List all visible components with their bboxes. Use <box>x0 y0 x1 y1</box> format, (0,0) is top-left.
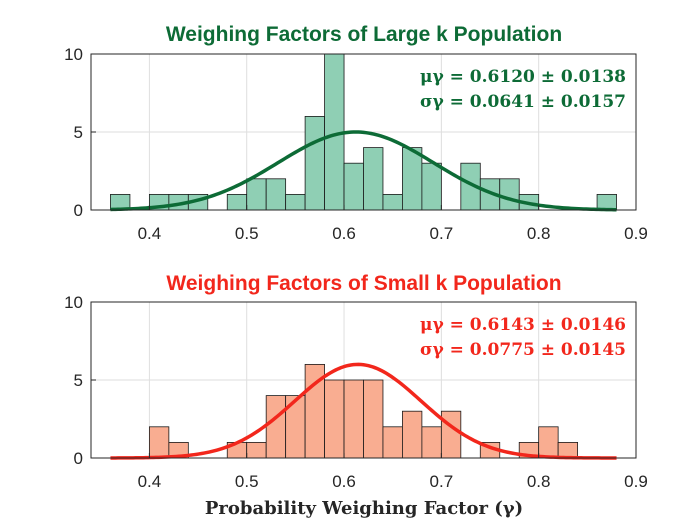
large-k-bar <box>402 147 423 211</box>
large-k-bar <box>226 193 248 211</box>
small-k-x-tick-label: 0.9 <box>624 472 648 491</box>
large-k-bar <box>343 162 364 211</box>
small-k-bar <box>382 426 403 459</box>
large-k-bar <box>596 193 617 211</box>
small-k-title: Weighing Factors of Small k Population <box>166 272 561 295</box>
small-k-y-tick-label: 10 <box>64 293 83 312</box>
small-k-bar <box>440 410 462 459</box>
large-k-y-tick-label: 0 <box>74 201 83 220</box>
large-k-bar <box>363 147 384 211</box>
small-k-x-tick-label: 0.5 <box>235 472 259 491</box>
large-k-bar <box>421 162 442 211</box>
large-k-panel: Weighing Factors of Large k Population 0… <box>64 23 648 243</box>
small-k-normal-fit-curve <box>110 362 617 460</box>
small-k-bar <box>421 426 442 459</box>
small-k-mean-annotation: μγ = 0.6143 ± 0.0146 <box>420 315 626 335</box>
large-k-normal-fit-curve <box>110 130 617 212</box>
large-k-x-tick-label: 0.5 <box>235 224 259 243</box>
large-k-bar <box>285 193 306 211</box>
large-k-x-tick-label: 0.8 <box>527 224 551 243</box>
small-k-panel: Weighing Factors of Small k Population 0… <box>64 272 648 491</box>
small-k-y-tick-label: 0 <box>74 449 83 468</box>
large-k-y-tick-label: 10 <box>64 45 83 64</box>
large-k-x-tick-label: 0.9 <box>624 224 648 243</box>
large-k-bar <box>499 178 520 211</box>
small-k-bar <box>557 441 579 459</box>
large-k-x-tick-label: 0.4 <box>138 224 162 243</box>
large-k-x-tick-label: 0.7 <box>430 224 454 243</box>
large-k-y-tick-label: 5 <box>74 123 83 142</box>
small-k-x-tick-label: 0.8 <box>527 472 551 491</box>
large-k-bar <box>246 178 267 211</box>
small-k-bar <box>363 379 384 459</box>
large-k-bar <box>382 193 403 211</box>
small-k-bar <box>402 410 423 459</box>
large-k-std-annotation: σγ = 0.0641 ± 0.0157 <box>420 92 626 112</box>
small-k-bar <box>148 426 170 459</box>
large-k-mean-annotation: μγ = 0.6120 ± 0.0138 <box>420 67 626 87</box>
small-k-bar <box>538 426 559 459</box>
large-k-x-tick-label: 0.6 <box>332 224 356 243</box>
small-k-x-tick-label: 0.7 <box>430 472 454 491</box>
large-k-bar <box>304 116 325 211</box>
small-k-x-tick-label: 0.6 <box>332 472 356 491</box>
x-axis-label: Probability Weighing Factor (γ) <box>205 498 523 519</box>
small-k-bar <box>246 441 267 459</box>
large-k-title: Weighing Factors of Large k Population <box>166 23 562 46</box>
small-k-bar <box>324 379 345 459</box>
small-k-bar <box>343 379 364 459</box>
large-k-bar <box>265 178 287 211</box>
small-k-y-tick-label: 5 <box>74 371 83 390</box>
small-k-std-annotation: σγ = 0.0775 ± 0.0145 <box>420 340 626 360</box>
small-k-bar <box>265 395 287 459</box>
small-k-x-tick-label: 0.4 <box>138 472 162 491</box>
